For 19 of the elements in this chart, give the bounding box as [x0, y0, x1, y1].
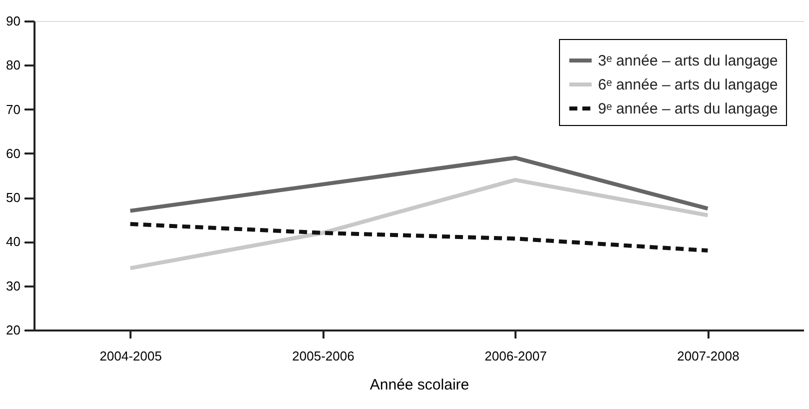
x-tick-label: 2005-2006 — [292, 348, 354, 364]
line-series — [128, 178, 710, 270]
y-tick-label: 80 — [6, 58, 20, 73]
y-tick-label: 50 — [6, 190, 20, 206]
y-tick-label: 60 — [6, 146, 20, 161]
line-series — [128, 222, 710, 253]
x-axis-title: Année scolaire — [370, 376, 470, 394]
y-tick-label: 70 — [6, 102, 20, 117]
y-tick-label: 20 — [6, 322, 20, 338]
y-tick-label: 30 — [6, 278, 20, 294]
y-tick-label: 90 — [6, 14, 20, 28]
legend-label: 6ᵉ année – arts du langage — [598, 76, 778, 94]
line-series — [128, 156, 710, 213]
x-tick-label: 2007-2008 — [677, 348, 740, 364]
y-tick-label: 40 — [6, 234, 20, 250]
x-tick-label: 2004-2005 — [100, 348, 162, 364]
legend-label: 3ᵉ année – arts du langage — [598, 52, 778, 70]
x-tick-label: 2006-2007 — [484, 348, 547, 364]
legend-label: 9ᵉ année – arts du langage — [598, 100, 778, 118]
